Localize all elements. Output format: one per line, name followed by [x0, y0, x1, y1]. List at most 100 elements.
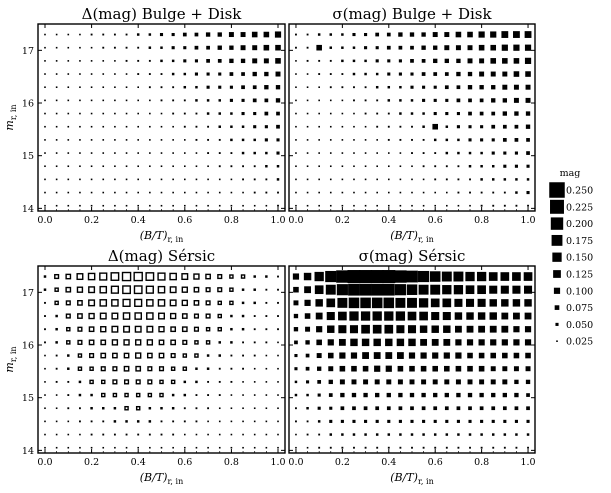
data-marker: [160, 73, 163, 75]
data-marker: [329, 139, 332, 141]
data-marker: [230, 314, 233, 318]
data-marker: [456, 406, 461, 411]
data-marker: [183, 46, 187, 50]
data-marker: [294, 354, 298, 358]
data-marker: [121, 271, 132, 282]
data-marker: [318, 125, 320, 128]
data-marker: [253, 315, 256, 317]
data-marker: [65, 286, 72, 293]
data-marker: [65, 313, 71, 319]
data-marker: [489, 325, 497, 333]
data-marker: [442, 285, 452, 295]
data-marker: [149, 139, 151, 141]
data-marker: [491, 151, 495, 155]
data-marker: [502, 379, 508, 385]
data-marker: [277, 275, 279, 278]
data-marker: [77, 313, 83, 319]
data-marker: [44, 394, 46, 396]
data-marker: [90, 433, 93, 436]
data-marker: [454, 298, 463, 307]
data-marker: [524, 299, 532, 307]
data-marker: [455, 365, 462, 372]
data-marker: [353, 86, 355, 89]
data-marker: [241, 85, 245, 90]
data-marker: [295, 73, 297, 75]
data-marker: [147, 379, 153, 385]
data-marker: [134, 325, 142, 333]
data-marker: [206, 367, 210, 370]
data-marker: [306, 191, 309, 194]
data-marker: [264, 125, 268, 129]
legend-swatch: [553, 270, 561, 278]
data-marker: [218, 112, 221, 115]
data-marker: [526, 406, 530, 411]
legend-entry: 0.050: [566, 320, 593, 331]
data-marker: [304, 313, 311, 319]
data-marker: [362, 352, 369, 359]
data-marker: [341, 59, 344, 63]
data-marker: [433, 45, 438, 50]
data-marker: [373, 352, 381, 359]
data-marker: [513, 352, 520, 359]
data-marker: [183, 72, 187, 76]
data-marker: [170, 326, 177, 333]
data-marker: [526, 191, 530, 195]
data-marker: [329, 73, 332, 75]
data-marker: [526, 419, 530, 423]
data-marker: [294, 380, 298, 384]
data-marker: [229, 274, 234, 279]
data-marker: [469, 204, 471, 207]
data-marker: [241, 314, 245, 318]
data-marker: [306, 446, 309, 449]
data-marker: [79, 178, 81, 181]
data-marker: [242, 341, 244, 344]
data-marker: [409, 392, 415, 398]
data-marker: [218, 191, 221, 194]
data-marker: [67, 420, 70, 423]
data-marker: [329, 59, 332, 62]
data-marker: [148, 420, 152, 423]
data-marker: [362, 365, 369, 372]
data-marker: [122, 285, 131, 295]
data-marker: [341, 178, 344, 181]
data-marker: [502, 111, 507, 116]
data-marker: [195, 407, 198, 410]
data-marker: [241, 151, 245, 155]
data-marker: [67, 139, 70, 141]
data-marker: [114, 178, 116, 181]
data-marker: [492, 191, 495, 194]
data-marker: [241, 112, 245, 116]
data-marker: [277, 341, 279, 344]
data-marker: [265, 420, 268, 423]
data-marker: [503, 433, 507, 436]
data-marker: [125, 99, 128, 102]
data-marker: [329, 99, 332, 102]
data-marker: [387, 72, 391, 76]
data-marker: [265, 407, 268, 410]
data-marker: [456, 125, 460, 129]
data-marker: [526, 151, 530, 155]
data-marker: [525, 97, 531, 103]
data-marker: [159, 392, 164, 398]
data-marker: [207, 178, 209, 181]
data-marker: [194, 340, 199, 345]
data-marker: [148, 433, 151, 436]
data-marker: [67, 125, 70, 128]
data-marker: [479, 85, 484, 90]
data-marker: [359, 270, 373, 284]
data-marker: [455, 339, 462, 346]
data-marker: [252, 71, 257, 77]
data-marker: [171, 72, 175, 76]
data-marker: [253, 420, 256, 423]
data-marker: [502, 84, 508, 90]
data-marker: [514, 138, 519, 142]
data-marker: [422, 85, 426, 89]
data-marker: [193, 286, 200, 293]
data-marker: [275, 71, 281, 77]
data-marker: [370, 270, 384, 284]
data-marker: [160, 446, 163, 449]
data-marker: [418, 284, 429, 295]
data-marker: [502, 392, 507, 398]
data-marker: [241, 125, 245, 128]
data-marker: [135, 365, 142, 372]
